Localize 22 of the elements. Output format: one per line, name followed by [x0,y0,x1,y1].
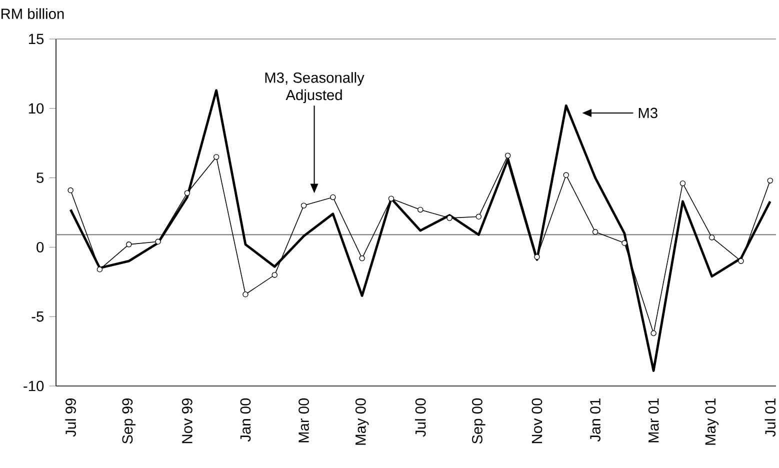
x-tick-label: Mar 00 [298,398,309,442]
x-tick-label: Sep 99 [122,398,136,444]
x-tick-label: Nov 99 [182,398,192,444]
annotation: M3 [638,108,658,118]
y-tick-label: -5 [32,311,44,322]
x-tick-label: Jan 01 [590,398,600,442]
y-axis-title: RM billion [1,8,64,20]
x-tick-label: Nov 00 [532,398,542,444]
y-tick-label: 5 [36,172,44,183]
x-tick-label: Jul 01 [764,398,776,437]
x-tick-label: Jul 00 [414,398,426,437]
x-tick-label: Mar 01 [648,398,659,442]
y-tick-label: 10 [28,103,44,114]
x-tick-label: Jul 99 [65,398,76,437]
x-tick-label: Sep 00 [472,398,486,444]
x-tick-label: May 00 [355,398,369,445]
y-tick-label: 15 [28,34,44,44]
y-tick-label: 0 [36,242,44,252]
x-tick-label: Jan 00 [240,398,251,442]
y-tick-label: -10 [24,380,44,392]
x-tick-label: May 01 [705,398,718,445]
annotation: M3, Seasonally Adjusted [265,72,364,104]
